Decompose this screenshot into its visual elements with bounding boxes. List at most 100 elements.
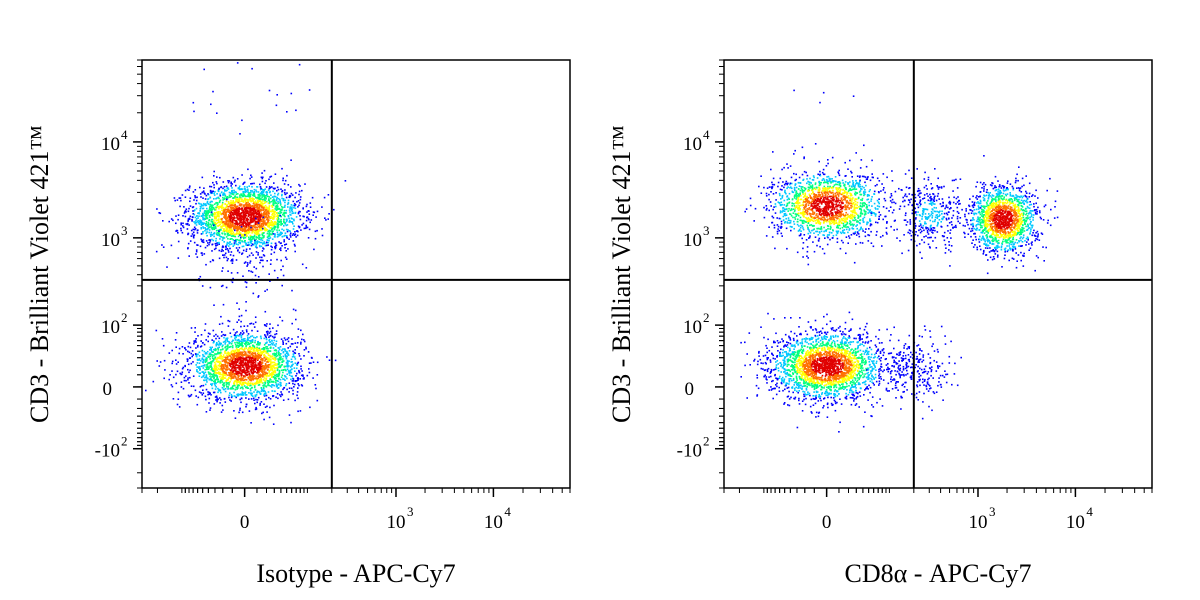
event-point <box>252 369 255 372</box>
event-point <box>267 214 270 217</box>
event-point <box>242 351 244 353</box>
event-point <box>286 203 289 206</box>
event-point <box>237 379 239 381</box>
event-point <box>285 212 287 214</box>
event-point <box>230 345 232 348</box>
event-point <box>229 362 231 365</box>
event-point <box>279 381 281 384</box>
event-point <box>228 374 231 377</box>
event-point <box>283 225 285 227</box>
event-point <box>241 227 243 230</box>
event-point <box>221 232 224 235</box>
event-point <box>224 363 227 366</box>
event-point <box>266 191 269 194</box>
event-point <box>243 237 245 240</box>
event-point <box>215 222 218 225</box>
event-point <box>224 350 226 353</box>
event-point <box>266 332 269 335</box>
event-point <box>289 345 292 348</box>
event-point <box>288 238 290 240</box>
event-point <box>284 376 287 378</box>
event-point <box>213 335 215 337</box>
event-point <box>220 343 222 345</box>
event-point <box>216 360 218 363</box>
event-point <box>308 218 310 221</box>
event-point <box>251 383 254 386</box>
event-point <box>228 180 231 182</box>
event-point <box>181 231 184 234</box>
event-point <box>274 370 276 373</box>
event-point <box>261 223 264 225</box>
event-point <box>241 245 244 248</box>
event-point <box>288 374 291 376</box>
event-point <box>243 216 245 219</box>
event-point <box>246 212 248 214</box>
event-point <box>290 371 293 374</box>
event-point <box>286 365 288 367</box>
event-point <box>201 232 204 235</box>
event-point <box>221 207 223 209</box>
event-point <box>249 209 251 211</box>
event-point <box>257 342 260 345</box>
event-point <box>212 204 214 207</box>
event-point <box>276 354 279 357</box>
event-point <box>213 376 215 379</box>
event-point <box>205 379 208 381</box>
event-point <box>239 232 242 234</box>
event-point <box>244 353 247 355</box>
event-point <box>269 233 271 235</box>
event-point <box>294 233 297 235</box>
event-point <box>278 358 280 361</box>
event-point <box>237 370 240 373</box>
event-point <box>211 360 214 363</box>
event-point <box>252 212 254 214</box>
event-point <box>159 212 162 215</box>
event-point <box>268 234 270 236</box>
event-point <box>263 236 265 239</box>
event-point <box>225 216 227 219</box>
event-point <box>260 201 262 203</box>
event-point <box>215 371 218 374</box>
event-point <box>234 349 236 352</box>
event-point <box>229 233 232 235</box>
event-point <box>262 200 264 202</box>
event-point <box>216 222 219 224</box>
event-point <box>207 356 210 358</box>
event-point <box>229 360 231 363</box>
event-point <box>213 354 215 357</box>
event-point <box>252 363 255 365</box>
event-point <box>239 241 242 244</box>
event-point <box>246 371 248 374</box>
event-point <box>229 358 231 361</box>
event-point <box>263 387 265 390</box>
event-point <box>220 377 222 380</box>
event-point <box>277 216 279 219</box>
event-point <box>263 348 265 351</box>
event-point <box>260 380 263 382</box>
event-point <box>298 202 301 204</box>
event-point <box>285 224 288 227</box>
event-point <box>232 365 234 367</box>
event-point <box>202 359 205 362</box>
event-point <box>267 221 269 224</box>
event-point <box>275 373 278 376</box>
event-point <box>246 217 249 219</box>
event-point <box>249 389 252 392</box>
event-point <box>245 206 247 209</box>
event-point <box>252 397 255 400</box>
event-point <box>210 349 213 352</box>
event-point <box>227 362 230 365</box>
event-point <box>211 200 213 203</box>
event-point <box>244 338 246 340</box>
event-point <box>218 362 221 365</box>
event-point <box>228 214 230 216</box>
event-point <box>257 366 259 369</box>
event-point <box>274 236 276 238</box>
event-point <box>242 387 244 390</box>
event-point <box>243 240 246 242</box>
event-point <box>232 197 234 199</box>
event-point <box>231 189 234 192</box>
event-point <box>228 196 230 199</box>
event-point <box>208 378 211 381</box>
event-point <box>265 352 268 354</box>
